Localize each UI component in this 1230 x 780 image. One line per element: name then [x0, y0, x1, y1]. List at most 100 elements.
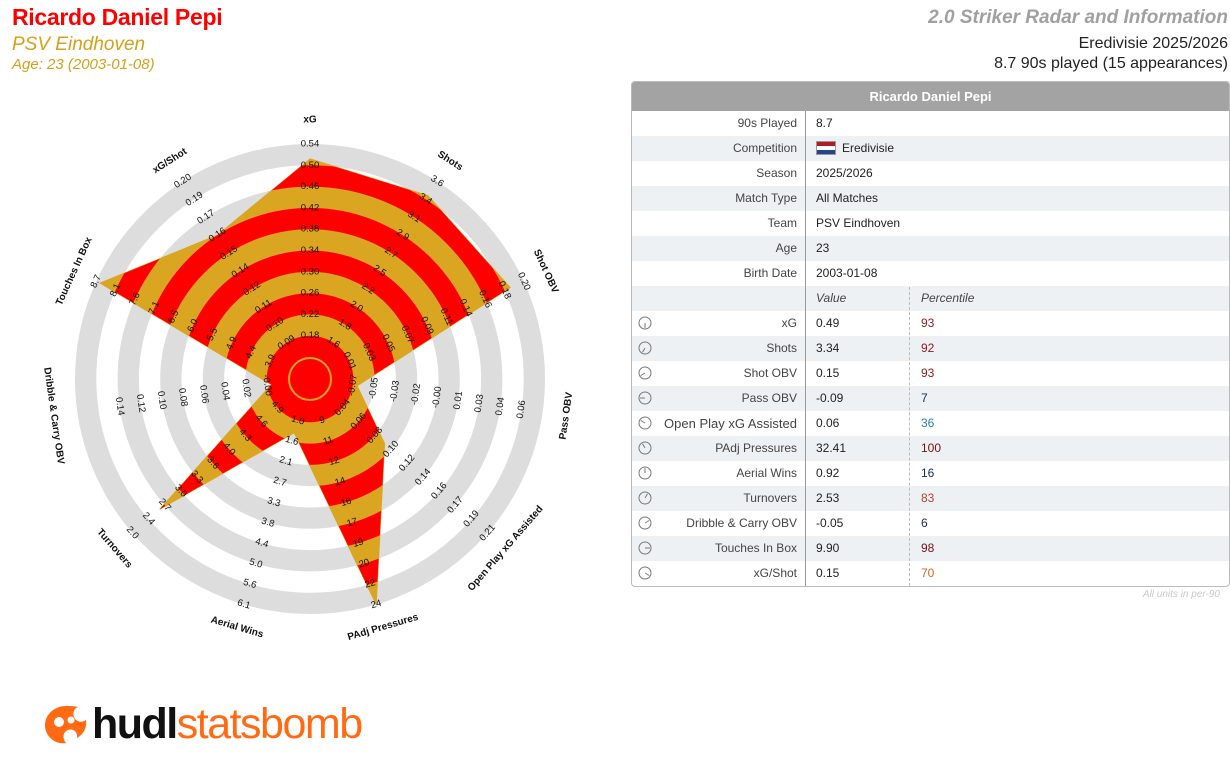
- axis-label: Dribble & Carry OBV: [41, 367, 66, 466]
- axis-tick-label: 0.06: [197, 384, 211, 404]
- axis-label: Aerial Wins: [209, 615, 265, 641]
- axis-tick-label: 0.30: [301, 266, 320, 277]
- stat-row: PAdj Pressures 32.41 100: [632, 436, 1229, 461]
- axis-tick-label: -0.05: [367, 377, 381, 400]
- stat-row: Open Play xG Assisted 0.06 36: [632, 411, 1229, 436]
- axis-tick-label: 0.08: [176, 387, 190, 407]
- stat-row: Aerial Wins 0.92 16: [632, 461, 1229, 486]
- axis-tick-label: 0.26: [301, 288, 320, 299]
- axis-label: Touches In Box: [54, 235, 95, 307]
- stat-percentile: 98: [921, 541, 935, 555]
- stat-label: Open Play xG Assisted: [664, 416, 797, 431]
- stat-value: 3.34: [816, 341, 840, 355]
- axis-tick-label: -0.00: [430, 386, 444, 409]
- info-label: Age: [775, 241, 797, 255]
- axis-tick-label: 8.7: [88, 273, 103, 290]
- axis-tick-label: 0.06: [515, 399, 529, 419]
- axis-tick-label: 12: [328, 455, 341, 469]
- stat-label: Pass OBV: [741, 391, 797, 405]
- stat-percentile: 83: [921, 491, 935, 505]
- units-note: All units in per-90: [1142, 589, 1220, 600]
- axis-tick-label: 0.42: [301, 202, 320, 213]
- info-row: Season 2025/2026: [632, 161, 1229, 186]
- axis-tick-label: 0.03: [473, 393, 487, 413]
- axis-tick-label: 7.6: [127, 291, 142, 308]
- netherlands-flag-icon: [816, 141, 836, 155]
- stat-label: xG: [781, 316, 797, 330]
- axis-tick-label: 0.04: [494, 396, 508, 416]
- axis-tick-label: -0.07: [346, 374, 360, 397]
- info-value: 8.7: [816, 116, 833, 130]
- axis-tick-label: 9: [318, 414, 326, 426]
- axis-tick-label: 4.4: [254, 536, 270, 550]
- gauge-icon: [638, 366, 652, 380]
- league-season: Eredivisie 2025/2026: [1078, 35, 1228, 52]
- axis-tick-label: 19: [352, 536, 365, 550]
- axis-tick-label: 17: [346, 516, 359, 530]
- stat-value: 0.15: [816, 566, 840, 580]
- axis-tick-label: 0.12: [134, 393, 148, 413]
- stat-percentile: 70: [921, 566, 935, 580]
- axis-label: xG/Shot: [151, 146, 190, 176]
- axis-tick-label: 22: [364, 577, 377, 591]
- gauge-icon: [638, 566, 652, 580]
- info-value: 2003-01-08: [816, 266, 878, 280]
- stat-value: 9.90: [816, 541, 840, 555]
- axis-tick-label: 0.22: [301, 309, 320, 320]
- stats-header-row: Value Percentile: [632, 286, 1229, 311]
- axis-label: PAdj Pressures: [346, 612, 420, 643]
- stat-row: Dribble & Carry OBV -0.05 6: [632, 511, 1229, 536]
- radar-chart: 0.18 0.22 0.26 0.30 0.34 0.38 0.42 0.46 0.50 0.54…: [41, 115, 576, 644]
- stat-value: 2.53: [816, 491, 840, 505]
- stat-value: -0.09: [816, 391, 844, 405]
- stat-value: -0.05: [816, 516, 844, 530]
- axis-tick-label: 0.04: [218, 381, 232, 401]
- info-row: Competition Eredivisie: [632, 136, 1229, 161]
- info-value: 23: [816, 241, 830, 255]
- info-value: All Matches: [816, 191, 879, 205]
- info-row: Match Type All Matches: [632, 186, 1229, 211]
- axis-tick-label: 5.5: [205, 326, 220, 343]
- played-line: 8.7 90s played (15 appearances): [994, 55, 1228, 72]
- axis-tick-label: 0.38: [301, 224, 320, 235]
- axis-tick-label: 0.34: [301, 245, 320, 256]
- radar-band: [266, 335, 354, 423]
- table-divider-dashed: [909, 287, 910, 586]
- axis-tick-label: 6.5: [166, 309, 181, 326]
- axis-tick-label: 3.3: [266, 495, 282, 509]
- stat-percentile: 93: [921, 316, 935, 330]
- info-label: Team: [767, 216, 797, 230]
- gauge-icon: [638, 441, 652, 455]
- stat-value: 0.92: [816, 466, 840, 480]
- axis-tick-label: 0.46: [301, 181, 320, 192]
- stat-row: Turnovers 2.53 83: [632, 486, 1229, 511]
- stat-row: xG/Shot 0.15 70: [632, 561, 1229, 586]
- axis-label: Pass OBV: [558, 391, 576, 440]
- info-table: Ricardo Daniel Pepi 90s Played 8.7 Competi…: [631, 81, 1230, 587]
- axis-tick-label: 3.9: [263, 353, 278, 370]
- stat-label: xG/Shot: [753, 566, 797, 580]
- stat-value: 32.41: [816, 441, 847, 455]
- stat-row: Touches In Box 9.90 98: [632, 536, 1229, 561]
- axis-tick-label: 2.7: [272, 475, 288, 489]
- stat-row: xG 0.49 93: [632, 311, 1229, 336]
- axis-tick-label: 0.54: [301, 139, 320, 150]
- table-divider: [805, 111, 806, 586]
- stat-row: Shot OBV 0.15 93: [632, 361, 1229, 386]
- axis-tick-label: 6.1: [236, 597, 252, 611]
- axis-tick-label: 20: [358, 557, 371, 571]
- axis-tick-label: 11: [322, 434, 335, 447]
- axis-tick-label: 0.10: [155, 390, 169, 410]
- stat-value: 0.15: [816, 366, 840, 380]
- axis-tick-label: 1.6: [284, 434, 300, 448]
- value-header: Value: [816, 291, 847, 305]
- axis-tick-label: 24: [370, 598, 383, 612]
- axis-tick-label: 4.4: [243, 344, 258, 361]
- stat-percentile: 92: [921, 341, 935, 355]
- gauge-icon: [638, 516, 652, 530]
- stat-percentile: 7: [921, 391, 928, 405]
- stat-row: Pass OBV -0.09 7: [632, 386, 1229, 411]
- table-title: Ricardo Daniel Pepi: [632, 82, 1229, 111]
- radar-title: 2.0 Striker Radar and Information: [928, 7, 1228, 28]
- axis-tick-label: 3.8: [260, 516, 276, 530]
